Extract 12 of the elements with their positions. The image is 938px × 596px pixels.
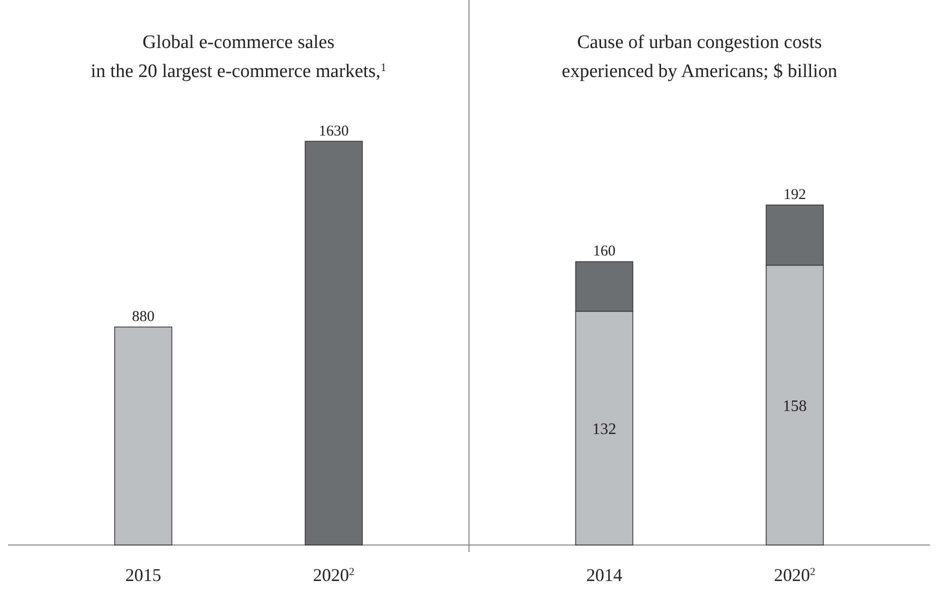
x-tick-label: 2020$^{2}$ [313, 565, 354, 585]
total-label: 160 [593, 244, 616, 260]
data-label: 880 [132, 309, 154, 326]
x-tick-label: 2015 [125, 565, 162, 585]
total-label: 192 [784, 187, 806, 203]
x-tick-label: 2014 [586, 565, 622, 585]
data-label: 158 [782, 398, 807, 416]
x-tick-label: 2020$^{2}$ [774, 565, 816, 585]
data-label: 1630 [318, 123, 349, 140]
chart-title: Cause of urban congestion costs experienced by Americans; $ billion [562, 32, 838, 82]
chart-title: Global e-commerce sales in the 20 largest e-commerce markets,$^{1}$ [90, 32, 387, 82]
data-label: 132 [592, 421, 616, 438]
